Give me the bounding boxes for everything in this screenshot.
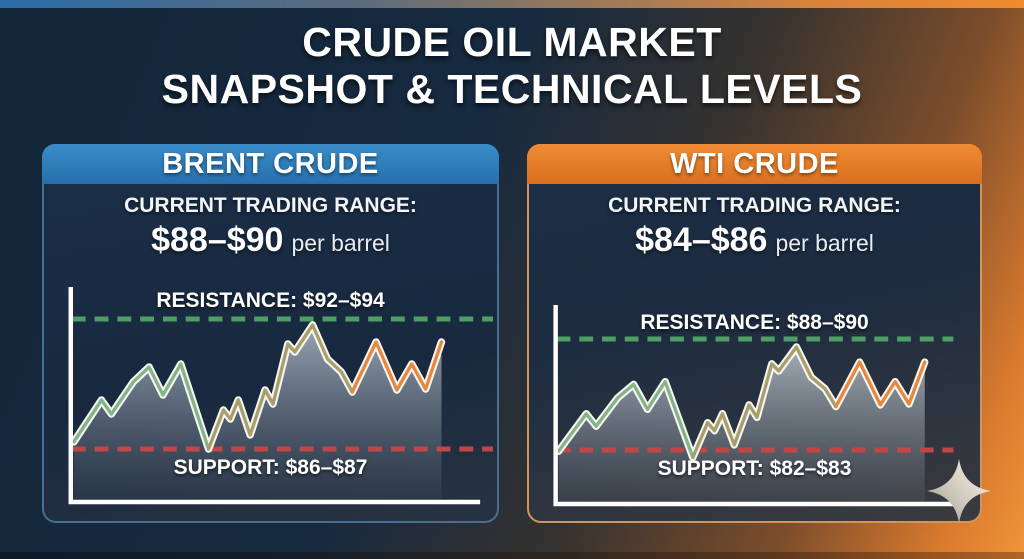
- title-line-2: SNAPSHOT & TECHNICAL LEVELS: [161, 66, 863, 112]
- wti-trading-range-block: CURRENT TRADING RANGE: $84–$86 per barrel: [529, 184, 980, 260]
- brent-resistance-label: RESISTANCE: $92–$94: [156, 289, 385, 312]
- brent-panel-title: BRENT CRUDE: [162, 147, 379, 180]
- sparkle-icon: [926, 458, 992, 524]
- wti-panel-title: WTI CRUDE: [670, 147, 839, 180]
- brent-price-chart: [44, 146, 497, 521]
- wti-price-chart: [529, 146, 980, 521]
- brent-trading-range-block: CURRENT TRADING RANGE: $88–$90 per barrel: [44, 184, 497, 260]
- wti-support-label: SUPPORT: $82–$83: [657, 457, 852, 480]
- wti-trading-range-label: CURRENT TRADING RANGE:: [608, 194, 901, 217]
- brent-trading-range-label: CURRENT TRADING RANGE:: [124, 194, 417, 217]
- title-line-1: CRUDE OIL MARKET: [302, 19, 722, 65]
- wti-panel-header: WTI CRUDE: [527, 144, 982, 184]
- brent-trading-range-line: $88–$90 per barrel: [44, 221, 497, 260]
- brent-trading-range-unit: per barrel: [291, 230, 390, 256]
- top-gradient-strip: [0, 0, 1024, 8]
- wti-trading-range-value: $84–$86: [635, 221, 768, 259]
- wti-panel: WTI CRUDE CURRENT TRADING RANGE: $84–$86…: [527, 144, 982, 523]
- brent-support-label: SUPPORT: $86–$87: [173, 456, 368, 479]
- price-line-chart-svg: [553, 305, 962, 507]
- brent-panel: BRENT CRUDE CURRENT TRADING RANGE: $88–$…: [42, 144, 499, 523]
- bottom-shade-strip: [0, 552, 1024, 559]
- wti-resistance-label: RESISTANCE: $88–$90: [640, 311, 869, 334]
- brent-trading-range-value: $88–$90: [151, 221, 284, 259]
- brent-panel-header: BRENT CRUDE: [42, 144, 499, 184]
- wti-trading-range-unit: per barrel: [775, 230, 874, 256]
- main-title: CRUDE OIL MARKET SNAPSHOT & TECHNICAL LE…: [0, 19, 1024, 113]
- wti-trading-range-line: $84–$86 per barrel: [529, 221, 980, 260]
- price-line-chart-svg: [68, 287, 494, 505]
